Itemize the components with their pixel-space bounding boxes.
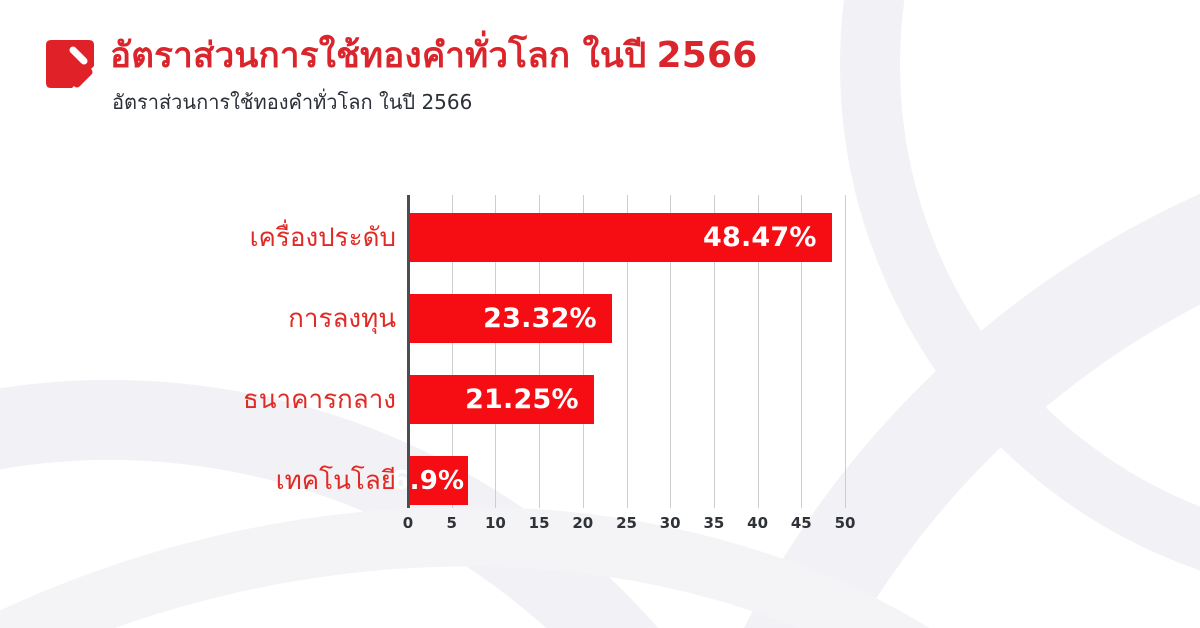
page-subtitle: อัตราส่วนการใช้ทองคำทั่วโลก ในปี 2566 — [112, 90, 473, 114]
gridline — [451, 195, 453, 508]
bar-value-label: 23.32% — [483, 303, 597, 334]
x-axis-tick-label: 25 — [616, 514, 637, 532]
x-axis-tick-label: 5 — [446, 514, 457, 532]
gridline — [539, 195, 541, 508]
category-label: เทคโนโลยี — [275, 465, 396, 496]
gridline — [582, 195, 584, 508]
bar: 21.25% — [408, 375, 594, 424]
brand-logo-icon — [46, 40, 94, 88]
gridline — [801, 195, 803, 508]
gridline — [495, 195, 497, 508]
page-title: อัตราส่วนการใช้ทองคำทั่วโลก ในปี 2566 — [110, 33, 757, 79]
gridline — [845, 195, 846, 508]
page-title-text: อัตราส่วนการใช้ทองคำทั่วโลก ในปี — [110, 36, 647, 76]
category-label: การลงทุน — [288, 303, 396, 334]
bar-value-label: 6.9% — [391, 465, 465, 496]
bar-value-label: 21.25% — [465, 384, 579, 415]
bar: 23.32% — [408, 294, 612, 343]
gridline — [713, 195, 715, 508]
x-axis-tick-label: 30 — [659, 514, 681, 532]
page-title-year: 2566 — [656, 35, 758, 76]
y-axis-line — [407, 195, 410, 508]
category-label: ธนาคารกลาง — [242, 384, 396, 415]
gridline — [626, 195, 628, 508]
gridline — [757, 195, 759, 508]
x-axis-tick-label: 15 — [528, 514, 550, 532]
plot-area: 48.47% 23.32% 21.25% 6.9% — [391, 195, 846, 508]
x-axis-tick-label: 20 — [572, 514, 594, 532]
x-axis-tick-label: 50 — [834, 514, 856, 532]
x-axis-tick-label: 10 — [484, 514, 506, 532]
bar: 48.47% — [408, 213, 832, 262]
x-axis-tick-label: 45 — [790, 514, 812, 532]
bar-value-label: 48.47% — [702, 222, 817, 253]
bar: 6.9% — [391, 456, 469, 505]
x-axis-tick-label: 0 — [402, 514, 414, 532]
category-label: เครื่องประดับ — [249, 222, 396, 253]
x-axis-tick-label: 40 — [747, 514, 769, 532]
x-axis-tick-label: 35 — [703, 514, 725, 532]
gridline — [670, 195, 672, 508]
